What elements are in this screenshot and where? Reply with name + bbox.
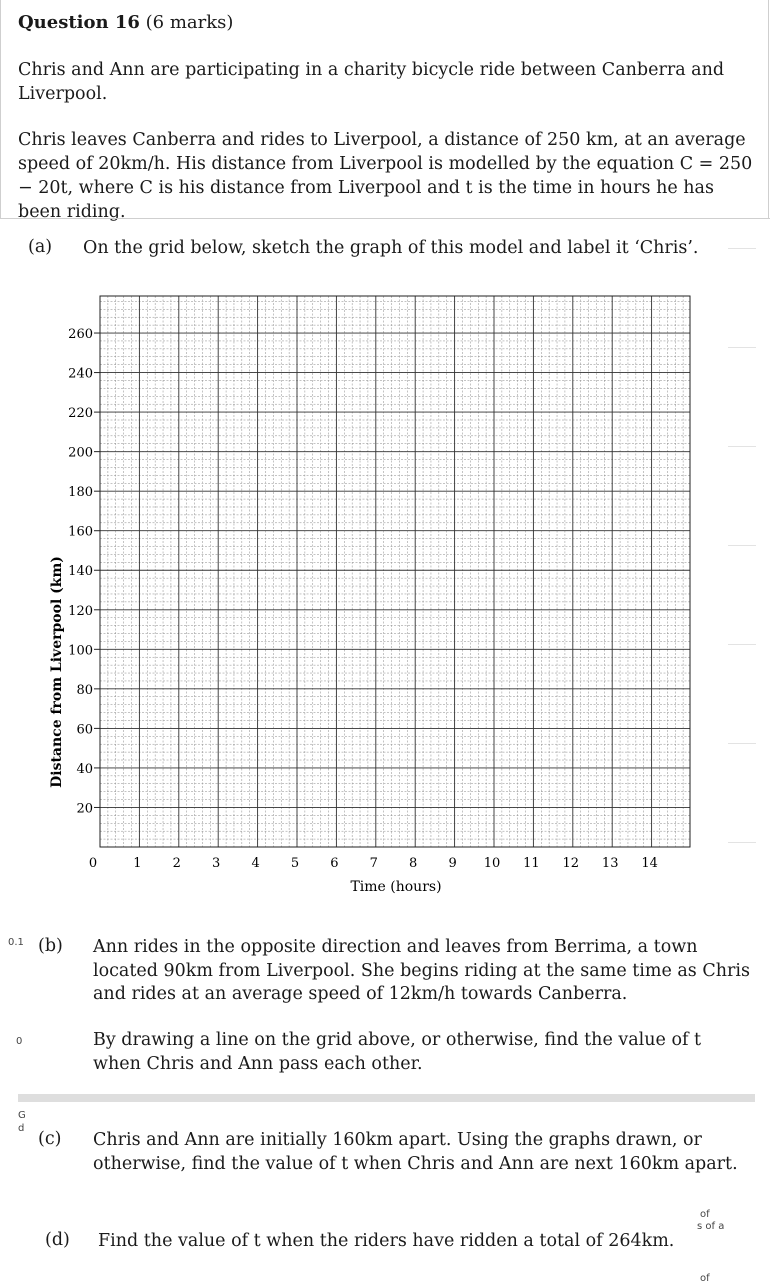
intro-paragraph-2: Chris leaves Canberra and rides to Liver… — [18, 130, 753, 222]
margin-note: d — [18, 1123, 25, 1134]
y-tick-label: 80 — [76, 683, 93, 698]
margin-note: of — [700, 1273, 710, 1284]
x-tick-label: 5 — [291, 856, 299, 871]
part-b-letter: (b) — [38, 936, 63, 956]
y-tick-labels: 20 40 60 80 100 120 140 160 180 200 220 240 260 — [68, 327, 93, 816]
margin-note: of — [700, 1209, 710, 1220]
answer-line — [728, 248, 756, 249]
answer-line — [728, 347, 756, 348]
part-d-letter: (d) — [45, 1230, 70, 1250]
x-tick-label: 3 — [212, 856, 220, 871]
y-tick-label: 140 — [68, 564, 93, 579]
axis-ticks — [94, 332, 100, 808]
graph-grid: 0 1 2 3 4 5 6 7 8 9 10 11 12 13 14 2040608010012014016… — [49, 295, 691, 895]
x-tick-label: 2 — [173, 856, 181, 871]
question-heading: Question 16 (6 marks) — [18, 12, 233, 33]
y-tick-label: 20 — [76, 801, 93, 816]
x-tick-label: 1 — [133, 856, 141, 871]
answer-line — [728, 842, 756, 843]
x-tick-label: 8 — [409, 856, 417, 871]
answer-line — [728, 446, 756, 447]
y-tick-label: 160 — [68, 525, 93, 540]
part-b-text: Ann rides in the opposite direction and … — [93, 937, 750, 1004]
grid-minor-lines — [99, 296, 690, 848]
part-b-text-2: By drawing a line on the grid above, or … — [93, 1030, 702, 1074]
left-frame — [0, 0, 1, 218]
section-divider — [0, 218, 770, 219]
y-tick-label: 100 — [68, 643, 93, 658]
x-tick-label: 6 — [330, 856, 338, 871]
answer-line — [728, 545, 756, 546]
answer-line — [728, 743, 756, 744]
y-tick-label: 220 — [68, 406, 93, 421]
x-tick-label: 9 — [448, 856, 456, 871]
x-axis-label: Time (hours) — [350, 879, 441, 895]
part-c-letter: (c) — [38, 1129, 62, 1149]
part-a-letter: (a) — [28, 237, 53, 257]
x-tick-label: 7 — [370, 856, 378, 871]
x-tick-label: 14 — [641, 856, 658, 871]
x-tick-label: 0 — [89, 856, 97, 871]
x-tick-label: 11 — [523, 856, 540, 871]
grid-frame — [99, 295, 691, 848]
x-tick-label: 4 — [251, 856, 259, 871]
y-tick-label: 240 — [68, 367, 93, 382]
x-tick-label: 10 — [484, 856, 501, 871]
margin-note: G — [18, 1110, 26, 1121]
part-d-text: Find the value of t when the riders have… — [98, 1231, 675, 1251]
margin-note: s of a — [697, 1221, 725, 1232]
y-tick-label: 120 — [68, 604, 93, 619]
part-a-text: On the grid below, sketch the graph of t… — [83, 238, 699, 258]
part-c-text: Chris and Ann are initially 160km apart.… — [93, 1130, 738, 1174]
y-tick-label: 40 — [76, 762, 93, 777]
x-tick-label: 13 — [602, 856, 619, 871]
question-title: Question 16 — [18, 12, 140, 33]
answer-line — [728, 644, 756, 645]
y-tick-label: 60 — [76, 722, 93, 737]
y-tick-label: 260 — [68, 327, 93, 342]
y-tick-label: 180 — [68, 485, 93, 500]
x-tick-label: 12 — [563, 856, 580, 871]
y-axis-label: Distance from Liverpool (km) — [49, 556, 65, 788]
x-tick-labels: 0 1 2 3 4 5 6 7 8 9 10 11 12 13 14 — [89, 856, 658, 871]
page-break-strip — [18, 1094, 755, 1102]
y-tick-label: 200 — [68, 446, 93, 461]
intro-paragraph-1: Chris and Ann are participating in a cha… — [18, 60, 725, 104]
grid-major-lines — [99, 295, 691, 848]
right-frame — [768, 0, 769, 218]
question-marks: (6 marks) — [145, 12, 234, 33]
margin-note: 0.1 — [8, 937, 24, 948]
margin-note: 0 — [16, 1036, 23, 1047]
